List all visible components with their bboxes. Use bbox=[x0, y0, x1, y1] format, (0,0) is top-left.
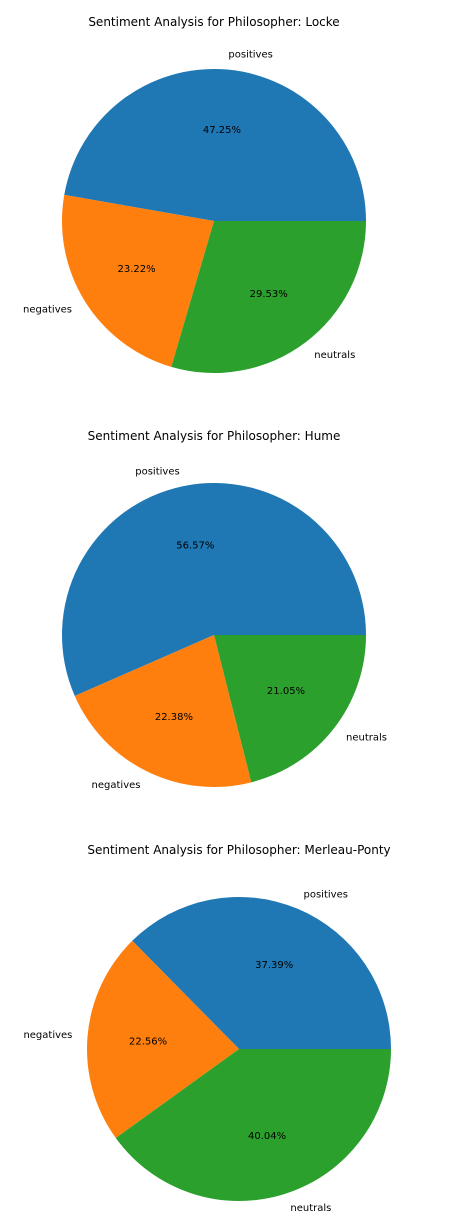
slice-percent-negatives: 22.56% bbox=[129, 1036, 167, 1047]
slice-percent-neutrals: 29.53% bbox=[250, 289, 288, 300]
slice-percent-positives: 47.25% bbox=[203, 125, 241, 136]
slice-percent-negatives: 23.22% bbox=[118, 264, 156, 275]
slice-percent-negatives: 22.38% bbox=[155, 712, 193, 723]
slice-label-neutrals: neutrals bbox=[314, 350, 355, 361]
slice-percent-neutrals: 21.05% bbox=[267, 686, 305, 697]
slice-percent-positives: 56.57% bbox=[176, 541, 214, 552]
slice-label-neutrals: neutrals bbox=[290, 1203, 331, 1214]
slice-percent-neutrals: 40.04% bbox=[248, 1131, 286, 1142]
chart-title: Sentiment Analysis for Philosopher: Hume bbox=[88, 429, 341, 443]
chart-title: Sentiment Analysis for Philosopher: Merl… bbox=[87, 843, 390, 857]
pie-chart-3: Sentiment Analysis for Philosopher: Merl… bbox=[23, 843, 391, 1214]
pie-slice-positives bbox=[64, 69, 366, 221]
slice-label-negatives: negatives bbox=[23, 1030, 72, 1041]
slice-label-positives: positives bbox=[135, 466, 179, 477]
slice-label-positives: positives bbox=[228, 49, 272, 60]
slice-label-neutrals: neutrals bbox=[346, 733, 387, 744]
slice-label-negatives: negatives bbox=[23, 304, 72, 315]
slice-label-negatives: negatives bbox=[92, 780, 141, 791]
pie-chart-2: Sentiment Analysis for Philosopher: Hume… bbox=[62, 429, 387, 791]
chart-title: Sentiment Analysis for Philosopher: Lock… bbox=[88, 15, 339, 29]
pie-chart-1: Sentiment Analysis for Philosopher: Lock… bbox=[23, 15, 366, 373]
slice-label-positives: positives bbox=[304, 890, 348, 901]
slice-percent-positives: 37.39% bbox=[255, 960, 293, 971]
